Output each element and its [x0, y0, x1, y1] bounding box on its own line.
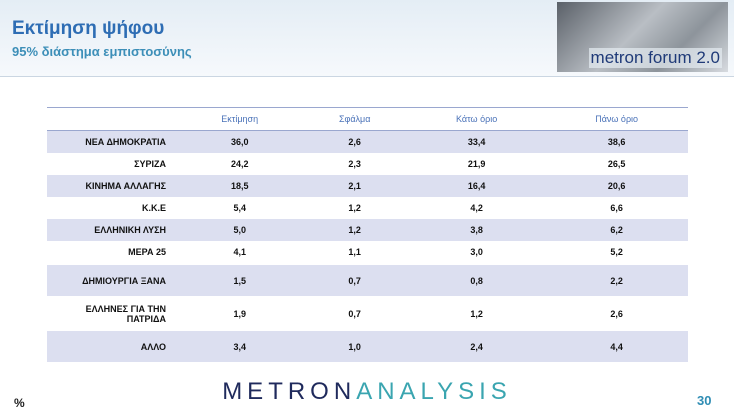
row-label: ΜΕΡΑ 25 — [128, 247, 166, 257]
row-label: ΣΥΡΙΖΑ — [134, 159, 166, 169]
table-row: ΔΗΜΙΟΥΡΓΙΑ ΞΑΝΑ 1,5 0,7 0,8 2,2 — [47, 265, 688, 296]
cell: 38,6 — [545, 130, 688, 153]
cell: 3,4 — [178, 331, 302, 362]
gap-cell — [47, 296, 688, 298]
row-gap — [47, 329, 688, 331]
cell: 24,2 — [230, 159, 249, 169]
table-row: ΝΕΑ ΔΗΜΟΚΡΑΤΙΑ 36,0 2,6 33,4 38,6 — [47, 130, 688, 153]
table-row: ΕΛΛΗΝΕΣ ΓΙΑ ΤΗΝ ΠΑΤΡΙΔΑ 1,9 0,7 1,2 2,6 — [47, 298, 688, 329]
cell: 1,5 — [178, 265, 302, 296]
cell: 2,2 — [545, 265, 688, 296]
table-row: ΚΙΝΗΜΑ ΑΛΛΑΓΗΣ 18,5 2,1 16,4 20,6 — [47, 175, 688, 197]
column-header: Σφάλμα — [301, 107, 408, 131]
unit: % — [14, 396, 25, 410]
brand-left: METRON — [222, 378, 357, 405]
brand: METRONANALYSIS — [0, 378, 734, 406]
table-row: ΜΕΡΑ 25 4,1 1,1 3,0 5,2 — [47, 241, 688, 263]
gap-cell — [47, 329, 688, 331]
title: Εκτίμηση ψήφου — [12, 18, 165, 39]
header-band: Εκτίμηση ψήφου 95% διάστημα εμπιστοσύνης… — [0, 0, 734, 77]
cell: 1,9 — [233, 308, 246, 319]
cell: 4,4 — [545, 331, 688, 362]
cell: 2,6 — [301, 130, 408, 153]
page-number: 30 — [697, 393, 712, 408]
logo: metron forum 2.0 — [557, 2, 728, 72]
cell: 2,3 — [348, 159, 361, 169]
cell: 16,4 — [407, 175, 546, 197]
cell: 4,2 — [470, 203, 483, 213]
cell: 0,7 — [348, 308, 361, 319]
cell: 1,0 — [301, 331, 408, 362]
row-label: ΝΕΑ ΔΗΜΟΚΡΑΤΙΑ — [47, 130, 178, 153]
cell: 21,9 — [467, 159, 486, 169]
column-header: Εκτίμηση — [178, 107, 302, 131]
cell: 26,5 — [607, 159, 626, 169]
cell: 2,6 — [610, 308, 623, 319]
table-row: Κ.Κ.Ε 5,4 1,2 4,2 6,6 — [47, 197, 688, 219]
cell: 5,4 — [233, 203, 246, 213]
table-row: ΕΛΛΗΝΙΚΗ ΛΥΣΗ 5,0 1,2 3,8 6,2 — [47, 219, 688, 241]
row-label: ΕΛΛΗΝΕΣ ΓΙΑ ΤΗΝ ΠΑΤΡΙΔΑ — [85, 303, 166, 324]
row-label: ΚΙΝΗΜΑ ΑΛΛΑΓΗΣ — [47, 175, 178, 197]
cell: 18,5 — [178, 175, 302, 197]
table-row: ΣΥΡΙΖΑ 24,2 2,3 21,9 26,5 — [47, 153, 688, 175]
cell: 3,0 — [470, 247, 483, 257]
cell: 1,2 — [348, 203, 361, 213]
column-header: Πάνω όριο — [545, 107, 688, 131]
cell: 5,0 — [178, 219, 302, 241]
corner — [47, 107, 178, 131]
column-header: Κάτω όριο — [407, 107, 546, 131]
table-row: ΑΛΛΟ 3,4 1,0 2,4 4,4 — [47, 331, 688, 362]
row-label: ΕΛΛΗΝΙΚΗ ΛΥΣΗ — [47, 219, 178, 241]
row-label: ΔΗΜΙΟΥΡΓΙΑ ΞΑΝΑ — [47, 265, 178, 296]
cell: 3,8 — [407, 219, 546, 241]
brand-right: ANALYSIS — [356, 378, 512, 405]
cell: 1,2 — [470, 308, 483, 319]
cell: 1,1 — [348, 247, 361, 257]
cell: 6,6 — [610, 203, 623, 213]
cell: 0,7 — [301, 265, 408, 296]
cell: 4,1 — [233, 247, 246, 257]
row-label: ΑΛΛΟ — [47, 331, 178, 362]
gap-cell — [47, 263, 688, 265]
row-gap — [47, 263, 688, 265]
cell: 1,2 — [301, 219, 408, 241]
cell: 33,4 — [407, 130, 546, 153]
table: Εκτίμηση Σφάλμα Κάτω όριο Πάνω όριο ΝΕΑ ΔΗΜΟ… — [47, 107, 688, 362]
cell: 2,4 — [407, 331, 546, 362]
logo-text: metron forum 2.0 — [588, 48, 722, 68]
subtitle: 95% διάστημα εμπιστοσύνης — [12, 44, 192, 59]
cell: 0,8 — [407, 265, 546, 296]
cell: 36,0 — [178, 130, 302, 153]
row-gap — [47, 296, 688, 298]
cell: 6,2 — [545, 219, 688, 241]
cell: 20,6 — [545, 175, 688, 197]
header-row: Εκτίμηση Σφάλμα Κάτω όριο Πάνω όριο — [47, 107, 688, 131]
cell: 5,2 — [610, 247, 623, 257]
row-label: Κ.Κ.Ε — [141, 203, 166, 213]
cell: 2,1 — [301, 175, 408, 197]
